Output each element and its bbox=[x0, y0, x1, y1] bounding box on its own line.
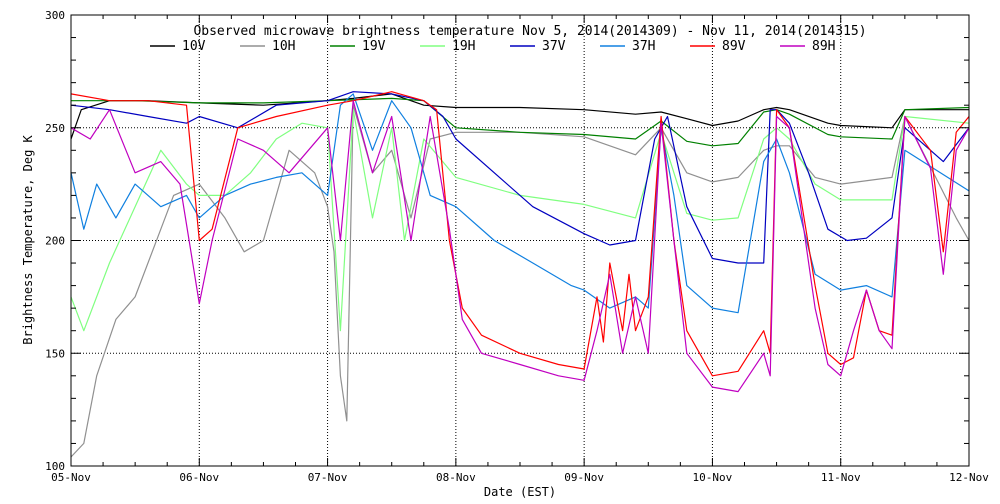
x-tick-label: 12-Nov bbox=[949, 471, 989, 484]
x-axis-label: Date (EST) bbox=[484, 485, 556, 499]
series-line-37h bbox=[70, 93, 970, 314]
legend-label-37h: 37H bbox=[632, 39, 655, 54]
x-tick-label: 09-Nov bbox=[564, 471, 604, 484]
y-axis-label: Brightness Temperature, Deg K bbox=[21, 134, 35, 344]
y-tick-label: 200 bbox=[45, 235, 65, 248]
legend-label-19h: 19H bbox=[452, 39, 475, 54]
series-line-10h bbox=[70, 104, 970, 458]
series-line-37v bbox=[70, 91, 970, 264]
x-tick-label: 10-Nov bbox=[693, 471, 733, 484]
legend-label-89v: 89V bbox=[722, 39, 746, 54]
y-tick-label: 100 bbox=[45, 460, 65, 473]
chart-title: Observed microwave brightness temperatur… bbox=[193, 24, 866, 39]
series-line-89h bbox=[70, 100, 970, 393]
legend-label-37v: 37V bbox=[542, 39, 566, 54]
x-tick-label: 11-Nov bbox=[821, 471, 861, 484]
series-lines bbox=[70, 91, 970, 458]
x-tick-label: 06-Nov bbox=[179, 471, 219, 484]
y-tick-label: 300 bbox=[45, 9, 65, 22]
axis-ticks: 05-Nov 06-Nov 07-Nov 08-Nov 09-Nov 10-Nov 11-N… bbox=[45, 9, 989, 484]
gridlines bbox=[71, 15, 969, 466]
x-tick-label: 07-Nov bbox=[308, 471, 348, 484]
x-tick-label: 08-Nov bbox=[436, 471, 476, 484]
legend-label-10h: 10H bbox=[272, 39, 295, 54]
series-line-19h bbox=[70, 109, 970, 332]
y-tick-label: 250 bbox=[45, 122, 65, 135]
legend-label-89h: 89H bbox=[812, 39, 835, 54]
y-tick-label: 150 bbox=[45, 347, 65, 360]
series-line-89v bbox=[70, 91, 970, 377]
x-tick-label: 05-Nov bbox=[51, 471, 91, 484]
legend-label-10v: 10V bbox=[182, 39, 206, 54]
legend: 10V 10H 19V 19H 37V 37H 89V 89H bbox=[150, 39, 835, 54]
legend-label-19v: 19V bbox=[362, 39, 386, 54]
